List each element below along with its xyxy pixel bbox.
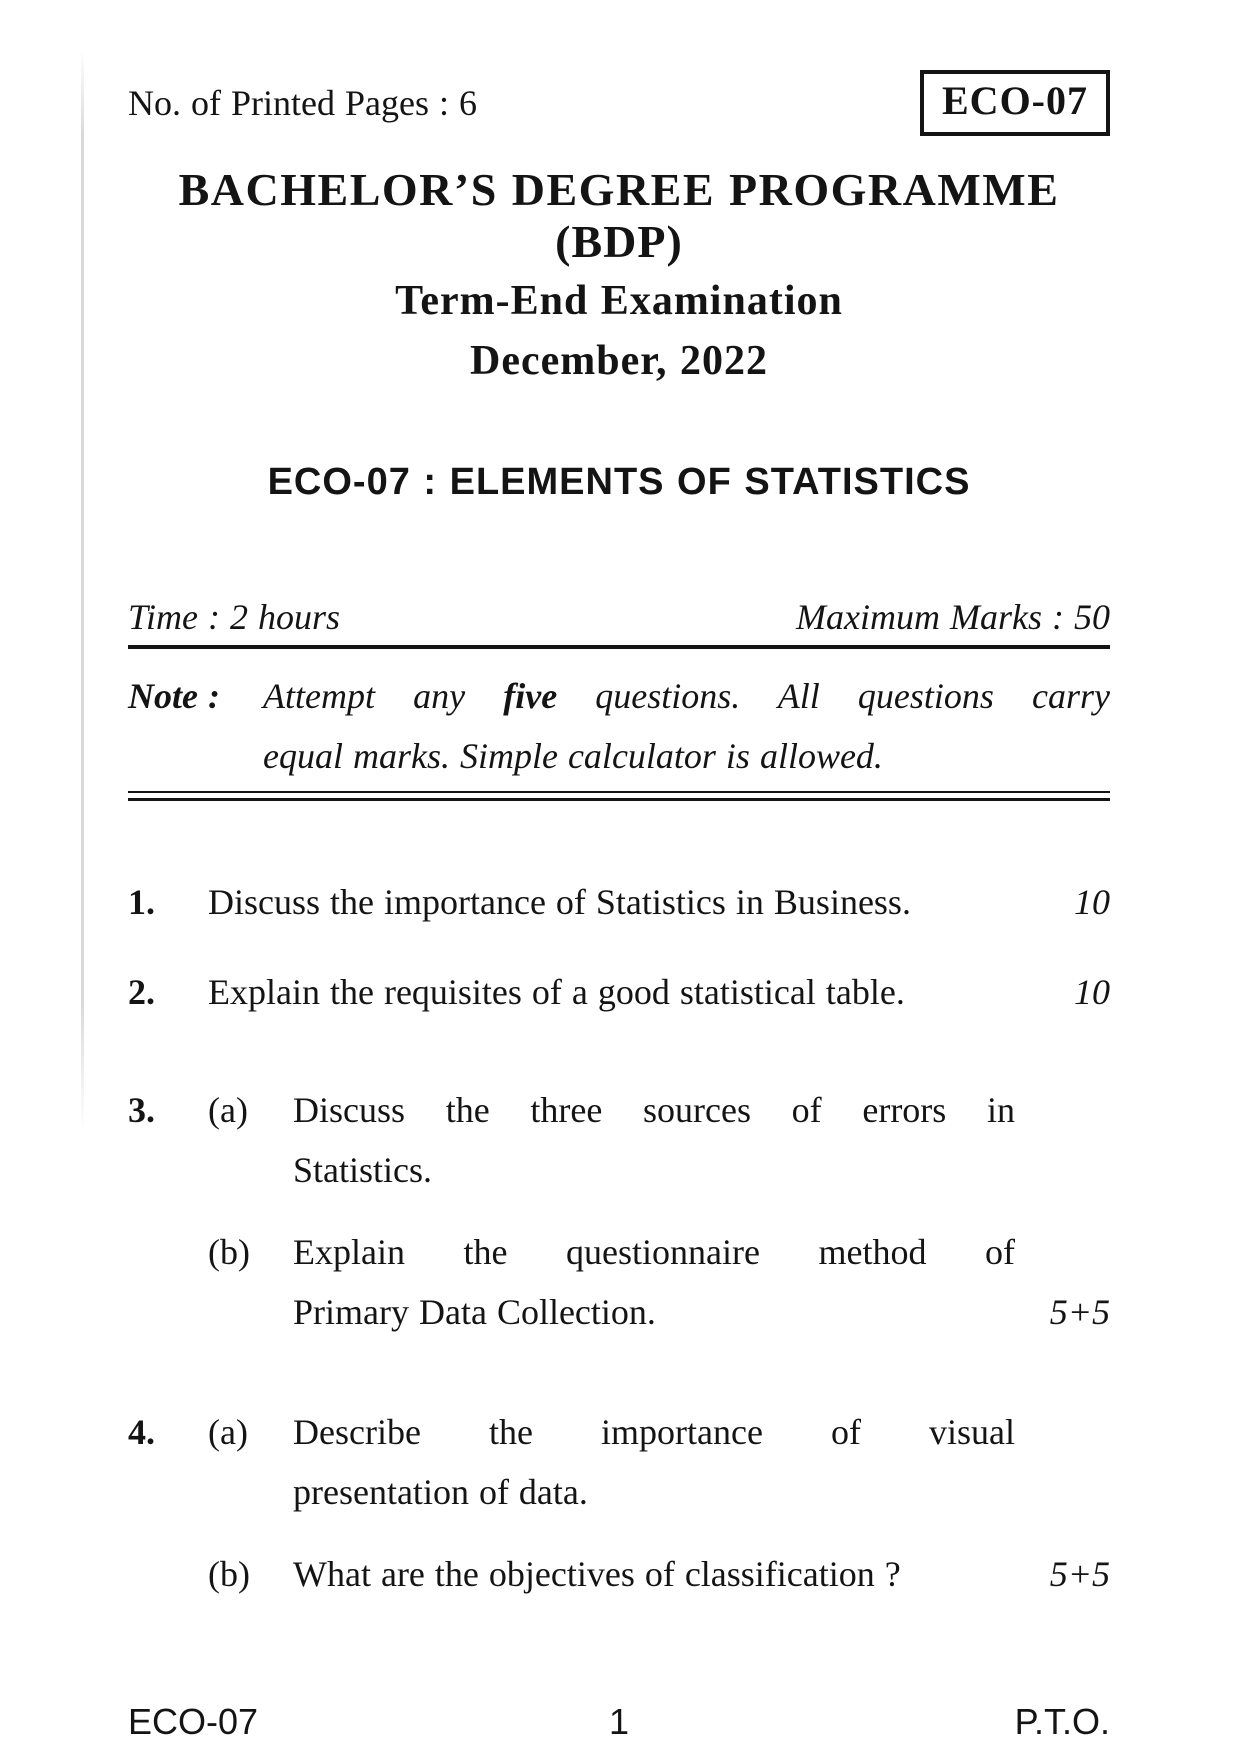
question-4b: (b) What are the objectives of classific… — [208, 1551, 1110, 1597]
question-text: Explain the requisites of a good statist… — [208, 972, 905, 1012]
course-code: ECO-07 — [942, 78, 1088, 123]
footer-page-number: 1 — [608, 1701, 629, 1742]
question-number: 4. — [128, 1412, 155, 1452]
part-label: (b) — [208, 1554, 250, 1594]
part-label: (a) — [208, 1090, 248, 1130]
question-3: 3. (a) Discuss the three sources of erro… — [128, 1087, 1110, 1335]
exam-session: December, 2022 — [469, 338, 769, 384]
programme-title: BACHELOR’S DEGREE PROGRAMME — [178, 164, 1060, 215]
note-emphasis: five — [503, 676, 558, 716]
question-number: 1. — [128, 882, 155, 922]
part-body: Discuss the three sources of errors in S… — [293, 1087, 1110, 1193]
question-body: (a) Describe the importance of visual pr… — [208, 1409, 1110, 1597]
note-block: Note : Attempt any five questions. All q… — [128, 673, 1110, 779]
question-marks: 5+5 — [1049, 1292, 1110, 1332]
part-text-line-2: Primary Data Collection. 5+5 — [293, 1289, 1110, 1335]
question-3b: (b) Explain the questionnaire method of … — [208, 1229, 1110, 1335]
maximum-marks: Maximum Marks : 50 — [796, 597, 1110, 637]
part-text-line-2: presentation of data. — [293, 1472, 588, 1512]
part-text-line-2: Statistics. — [293, 1150, 433, 1190]
part-body: Describe the importance of visual presen… — [293, 1409, 1110, 1515]
part-text-line-1: Describe the importance of visual — [293, 1412, 1015, 1452]
exam-title: Term-End Examination — [395, 278, 843, 324]
footer-course-code: ECO-07 — [128, 1701, 259, 1742]
subject-line: ECO-07 : ELEMENTS OF STATISTICS — [267, 461, 971, 503]
part-label: (a) — [208, 1412, 248, 1452]
note-body: Attempt any five questions. All question… — [263, 673, 1110, 779]
footer-pto: P.T.O. — [1014, 1701, 1110, 1742]
question-body: (a) Discuss the three sources of errors … — [208, 1087, 1110, 1335]
note-label: Note : — [128, 676, 220, 716]
question-marks: 10 — [1074, 972, 1110, 1012]
question-marks: 10 — [1074, 882, 1110, 922]
part-text: Primary Data Collection. — [293, 1292, 656, 1332]
question-marks: 5+5 — [1049, 1554, 1110, 1594]
page-header: No. of Printed Pages : 6 ECO-07 — [128, 70, 1110, 136]
question-4: 4. (a) Describe the importance of visual… — [128, 1409, 1110, 1597]
question-body: Discuss the importance of Statistics in … — [208, 879, 1110, 925]
part-label: (b) — [208, 1232, 250, 1272]
note-line-2: equal marks. Simple calculator is allowe… — [263, 736, 883, 776]
question-number: 2. — [128, 972, 155, 1012]
page-footer: ECO-07 1 P.T.O. — [128, 1699, 1110, 1745]
part-body: Explain the questionnaire method of Prim… — [293, 1229, 1110, 1335]
question-body: Explain the requisites of a good statist… — [208, 969, 1110, 1015]
part-text-line-1: Discuss the three sources of errors in — [293, 1090, 1015, 1130]
question-text: Discuss the importance of Statistics in … — [208, 882, 911, 922]
question-number: 3. — [128, 1090, 155, 1130]
part-text-line-1: What are the objectives of classificatio… — [293, 1551, 1110, 1597]
printed-pages-label: No. of Printed Pages : 6 — [128, 83, 477, 123]
part-text: What are the objectives of classificatio… — [293, 1554, 901, 1594]
time-allowed: Time : 2 hours — [128, 597, 341, 637]
meta-row: Time : 2 hours Maximum Marks : 50 — [128, 594, 1110, 640]
programme-abbreviation: (BDP) — [555, 216, 683, 267]
course-code-box: ECO-07 — [920, 70, 1110, 136]
double-rule — [128, 791, 1110, 801]
scan-edge-artifact — [81, 50, 84, 1130]
horizontal-rule — [128, 645, 1110, 649]
question-1: 1. Discuss the importance of Statistics … — [128, 879, 1110, 925]
question-2: 2. Explain the requisites of a good stat… — [128, 969, 1110, 1015]
note-text-2: questions. All questions carry — [557, 676, 1111, 716]
note-text-1: Attempt any — [263, 676, 504, 716]
part-text-line-1: Explain the questionnaire method of — [293, 1232, 1015, 1272]
question-3a: (a) Discuss the three sources of errors … — [208, 1087, 1110, 1193]
note-line-1: Attempt any five questions. All question… — [263, 673, 1110, 719]
part-body: What are the objectives of classificatio… — [293, 1551, 1110, 1597]
question-4a: (a) Describe the importance of visual pr… — [208, 1409, 1110, 1515]
